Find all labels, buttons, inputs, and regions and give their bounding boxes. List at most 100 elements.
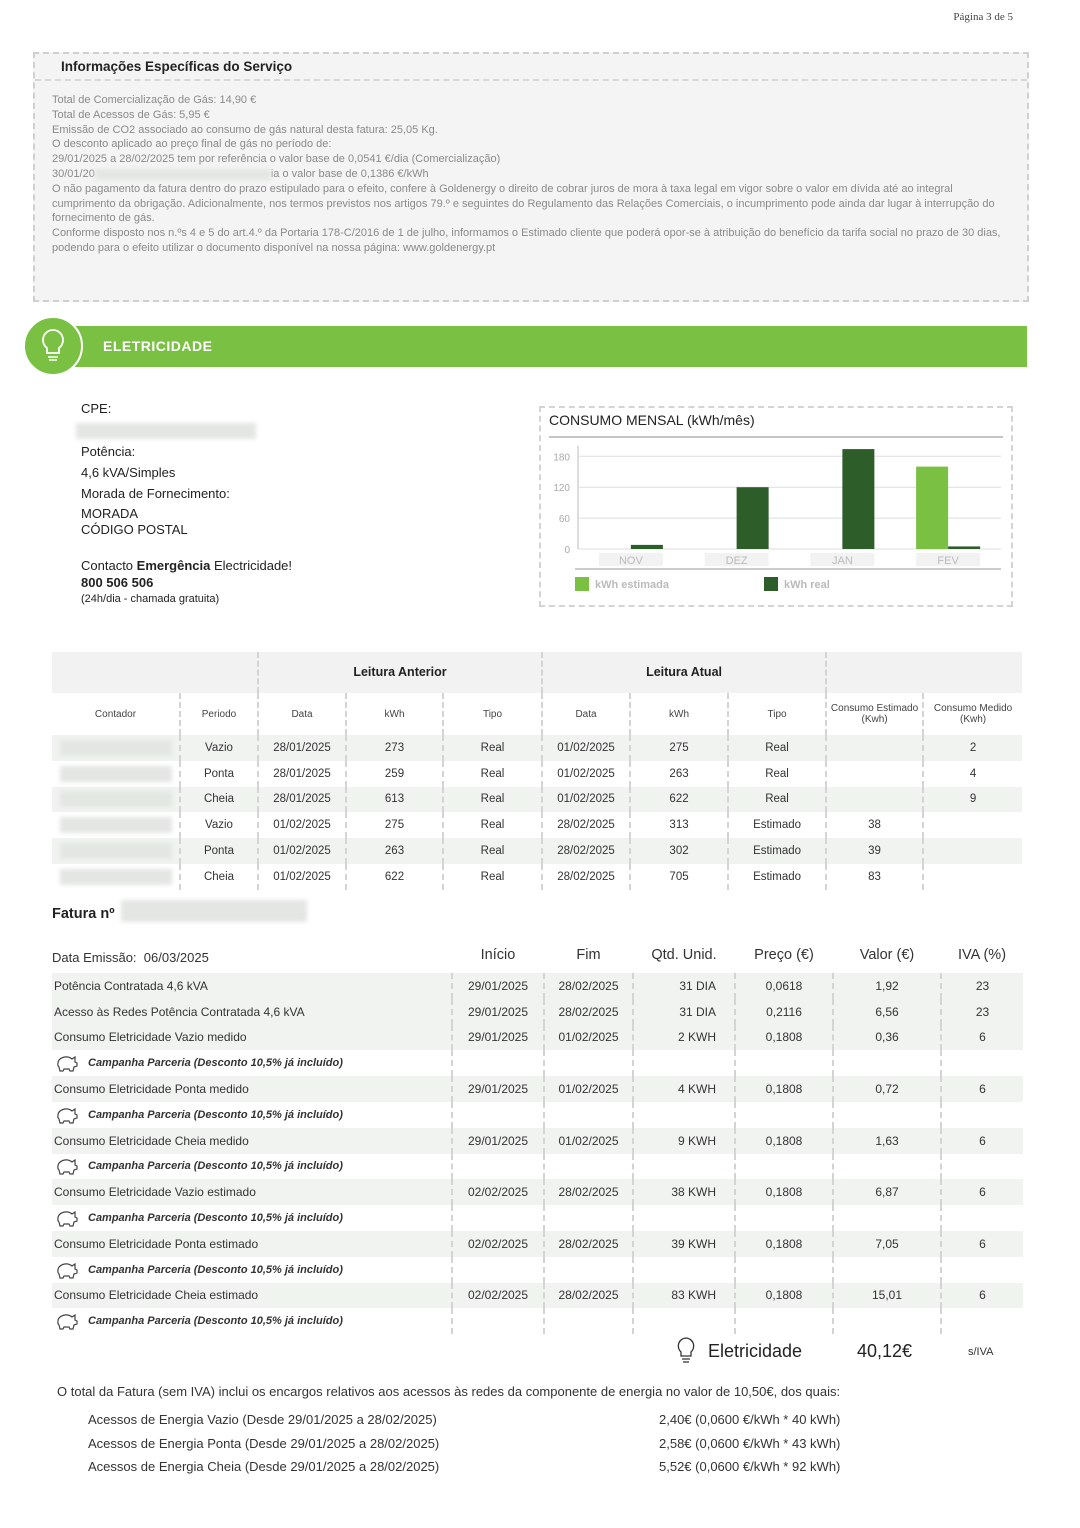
invoice-cell: 28/02/2025: [543, 998, 633, 1025]
campaign-text: Campanha Parceria (Desconto 10,5% já inc…: [88, 1315, 343, 1328]
access-label: Acessos de Energia Vazio (Desde 29/01/20…: [88, 1412, 437, 1427]
issue-value: 06/03/2025: [143, 949, 209, 965]
info-paragraphs: O não pagamento da fatura dentro do praz…: [52, 182, 1011, 256]
invoice-cell: [832, 1308, 941, 1335]
invoice-cell: 0,36: [832, 1024, 941, 1051]
column-header: Periodo: [179, 693, 258, 735]
meter-cell: [52, 864, 180, 890]
piggy-icon: [57, 1210, 78, 1227]
invoice-column-header: Qtd. Unid.: [651, 946, 717, 963]
section-title: ELETRICIDADE: [103, 338, 213, 354]
invoice-cell: [734, 1256, 833, 1283]
x-tick-label: DEZ: [726, 555, 748, 567]
legend-swatch: [575, 577, 589, 591]
invoice-cell: [632, 1153, 735, 1180]
campaign-text: Campanha Parceria (Desconto 10,5% já inc…: [88, 1160, 343, 1173]
campaign-row: Campanha Parceria (Desconto 10,5% já inc…: [52, 1050, 1023, 1077]
legend-label: kWh real: [784, 579, 830, 591]
invoice-cell: 15,01: [832, 1282, 941, 1309]
info-paragraph: O não pagamento da fatura dentro do praz…: [52, 182, 995, 225]
access-row: Acessos de Energia Vazio (Desde 29/01/20…: [88, 1412, 988, 1432]
reading-row: Ponta 01/02/2025 263 Real 28/02/2025 302 Estim…: [52, 838, 1023, 864]
bar: [736, 487, 769, 549]
x-tick-bg: [598, 553, 663, 566]
column-header: Data: [257, 693, 346, 735]
meter-cell: [52, 812, 180, 838]
invoice-cell: 02/02/2025: [451, 1282, 544, 1309]
invoice-column-header: IVA (%): [957, 946, 1007, 963]
reading-cell: 622: [345, 863, 443, 890]
reading-cell: [825, 760, 924, 787]
invoice-cell: 0,1808: [734, 1024, 833, 1051]
reading-cell: 01/02/2025: [257, 838, 346, 864]
bulb-base: [48, 356, 58, 361]
reading-row: Cheia 01/02/2025 622 Real 28/02/2025 705 Estim…: [52, 863, 1023, 890]
invoice-title: Fatura nº: [52, 906, 115, 922]
campaign-text: Campanha Parceria (Desconto 10,5% já inc…: [88, 1057, 343, 1070]
invoice-cell: 29/01/2025: [451, 998, 544, 1025]
column-header: Tipo: [441, 693, 543, 735]
campaign-cell: Campanha Parceria (Desconto 10,5% já inc…: [52, 1308, 452, 1334]
supply-info: CPE: Potência: 4,6 kVA/Simples Morada de…: [76, 398, 292, 608]
phone-note: (24h/dia - chamada gratuita): [81, 593, 220, 605]
invoice-column-header: Valor (€): [859, 946, 915, 963]
access-value: 5,52€ (0,0600 €/kWh * 92 kWh): [659, 1459, 841, 1474]
readings-body: Vazio 28/01/2025 273 Real 01/02/2025 275 Real 2…: [52, 735, 1023, 890]
blurred-text: [94, 168, 271, 180]
reading-cell: Estimado: [727, 838, 827, 864]
reading-cell: 83: [825, 863, 924, 890]
contact: Contacto Emergência Electricidade!: [81, 557, 292, 574]
invoice-item-row: Consumo Eletricidade Ponta estimado 02/02…: [52, 1230, 1023, 1257]
reading-cell: Vazio: [179, 735, 258, 761]
column-header-row: Contador Periodo Data kWh Tipo Data kWh Tipo Con…: [52, 693, 1023, 735]
campaign-cell: Campanha Parceria (Desconto 10,5% já inc…: [52, 1154, 452, 1180]
info-lines: Total de Comercialização de Gás: 14,90 €…: [52, 93, 1011, 167]
reading-cell: 28/01/2025: [257, 735, 346, 761]
group-header: Leitura Anterior: [256, 652, 543, 693]
invoice-cell: 02/02/2025: [451, 1179, 544, 1206]
reading-cell: 705: [629, 863, 729, 890]
phone: 800 506 506: [81, 575, 154, 590]
invoice-cell: [451, 1153, 544, 1180]
invoice-cell: [940, 1101, 1023, 1128]
invoice-item-row: Consumo Eletricidade Cheia medido 29/01/2…: [52, 1127, 1023, 1154]
campaign-row: Campanha Parceria (Desconto 10,5% já inc…: [52, 1308, 1023, 1335]
access-label: Acessos de Energia Cheia (Desde 29/01/20…: [88, 1459, 440, 1474]
invoice-cell: 01/02/2025: [543, 1024, 633, 1051]
y-tick-label: 180: [553, 452, 570, 463]
invoice-cell: 1,92: [832, 973, 941, 999]
access-text: O total da Fatura (sem IVA) inclui os en…: [57, 1384, 841, 1399]
bar: [916, 466, 949, 549]
invoice-item-row: Consumo Eletricidade Ponta medido 29/01/2…: [52, 1076, 1023, 1102]
invoice-cell: [940, 1308, 1023, 1335]
campaign-text: Campanha Parceria (Desconto 10,5% já inc…: [88, 1108, 343, 1121]
reading-cell: 28/02/2025: [541, 838, 631, 864]
issue-label: Data Emissão:: [52, 949, 137, 965]
info-box: Informações Específicas do Serviço Total…: [33, 52, 1029, 302]
bar: [842, 449, 875, 549]
reading-cell: Real: [441, 863, 543, 890]
reading-cell: 28/01/2025: [257, 760, 346, 787]
reading-row: Cheia 28/01/2025 613 Real 01/02/2025 622 Real 9: [52, 786, 1023, 813]
invoice-cell: [543, 1205, 633, 1231]
contact-bold: Emergência: [136, 558, 211, 573]
invoice-cell: [451, 1205, 544, 1231]
invoice-cell: [632, 1256, 735, 1283]
reading-cell: 01/02/2025: [257, 863, 346, 890]
invoice-cell: 6,87: [832, 1179, 941, 1206]
reading-cell: Real: [441, 735, 543, 761]
invoice-cell: 6: [940, 1230, 1023, 1257]
invoice-cell: 23: [940, 973, 1023, 999]
blurred-meter: [59, 843, 172, 860]
reading-row: Ponta 28/01/2025 259 Real 01/02/2025 263 Real 4: [52, 760, 1023, 787]
reading-cell: Cheia: [179, 863, 258, 890]
bulb-base: [682, 1358, 690, 1363]
invoice-cell: 0,0618: [734, 973, 833, 999]
piggy-icon: [57, 1262, 78, 1279]
invoice-cell: Acesso às Redes Potência Contratada 4,6 …: [52, 998, 452, 1025]
invoice-cell: [451, 1256, 544, 1283]
info-text: 30/01/20: [52, 167, 95, 180]
contact-text: Electricidade!: [210, 558, 293, 573]
invoice-cell: Consumo Eletricidade Ponta estimado: [52, 1230, 452, 1257]
invoice-cell: [734, 1308, 833, 1335]
